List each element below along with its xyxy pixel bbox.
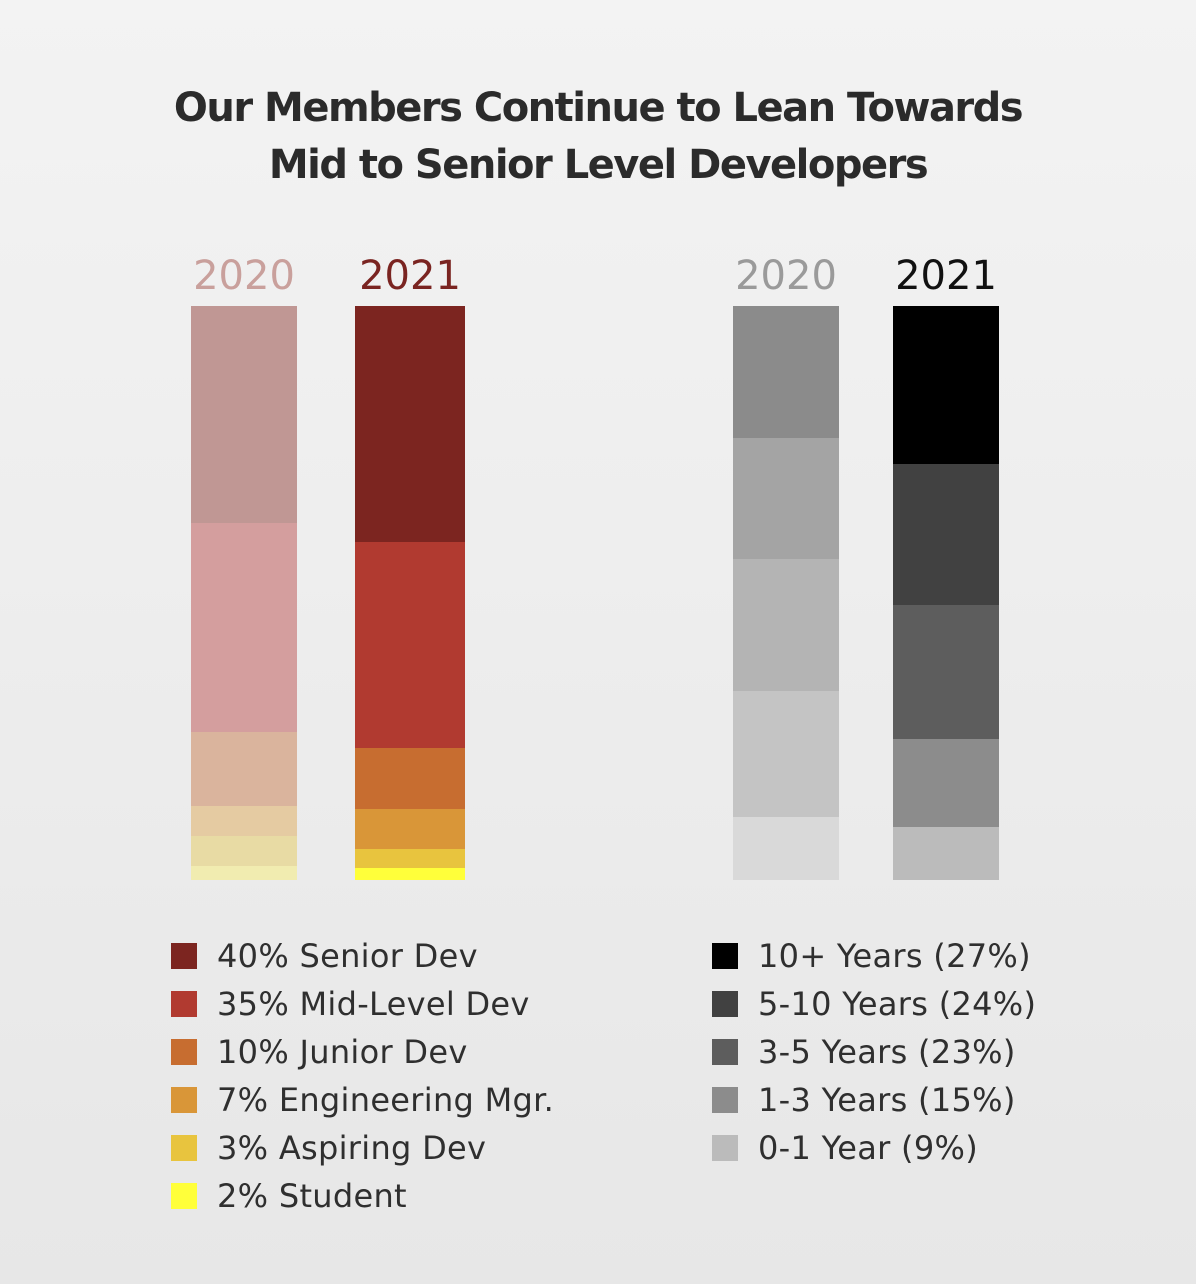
role-year-label-2020: 2020 bbox=[193, 253, 295, 299]
role-bar-2020-aspiring-dev bbox=[191, 836, 297, 866]
experience-bar-2021-5-10-years bbox=[893, 464, 999, 605]
role-legend-item: 2% Student bbox=[171, 1176, 407, 1216]
role-bar-2020-engineering-mgr bbox=[191, 806, 297, 836]
experience-bar-2020-10-years bbox=[733, 306, 839, 438]
experience-legend-item: 10+ Years (27%) bbox=[712, 936, 1031, 976]
experience-legend-item: 0-1 Year (9%) bbox=[712, 1128, 978, 1168]
experience-bar-2021-3-5-years bbox=[893, 605, 999, 739]
role-legend-swatch bbox=[171, 1039, 197, 1065]
role-bar-2021-senior-dev bbox=[355, 306, 465, 542]
role-legend-item: 35% Mid-Level Dev bbox=[171, 984, 530, 1024]
role-bar-2021-student bbox=[355, 868, 465, 880]
experience-bar-2021-10-years bbox=[893, 306, 999, 464]
experience-legend-label: 5-10 Years (24%) bbox=[758, 985, 1037, 1023]
experience-legend-label: 1-3 Years (15%) bbox=[758, 1081, 1016, 1119]
chart-title-line-1: Our Members Continue to Lean Towards bbox=[173, 85, 1024, 131]
experience-legend-item: 5-10 Years (24%) bbox=[712, 984, 1036, 1024]
experience-legend-label: 3-5 Years (23%) bbox=[758, 1033, 1016, 1071]
experience-bar-2021-0-1-year bbox=[893, 827, 999, 880]
experience-legend-swatch bbox=[712, 1087, 738, 1113]
role-legend-label: 35% Mid-Level Dev bbox=[217, 985, 530, 1023]
experience-legend-label: 10+ Years (27%) bbox=[758, 937, 1031, 975]
role-bar-2021-mid-level-dev bbox=[355, 542, 465, 748]
role-legend-label: 40% Senior Dev bbox=[217, 937, 478, 975]
role-bar-2020-senior-dev bbox=[191, 306, 297, 523]
experience-legend-item: 3-5 Years (23%) bbox=[712, 1032, 1016, 1072]
role-bar-2020-mid-level-dev bbox=[191, 523, 297, 732]
role-legend-label: 2% Student bbox=[217, 1177, 407, 1215]
chart-title-line-2: Mid to Senior Level Developers bbox=[268, 142, 929, 188]
role-legend-swatch bbox=[171, 1135, 197, 1161]
role-legend-label: 10% Junior Dev bbox=[217, 1033, 468, 1071]
role-bar-2020-junior-dev bbox=[191, 732, 297, 806]
role-legend-item: 3% Aspiring Dev bbox=[171, 1128, 486, 1168]
role-legend-item: 7% Engineering Mgr. bbox=[171, 1080, 554, 1120]
experience-legend-swatch bbox=[712, 991, 738, 1017]
role-legend-label: 7% Engineering Mgr. bbox=[217, 1081, 555, 1119]
role-year-label-2021: 2021 bbox=[359, 253, 461, 299]
role-legend-item: 10% Junior Dev bbox=[171, 1032, 468, 1072]
experience-legend-item: 1-3 Years (15%) bbox=[712, 1080, 1016, 1120]
role-bar-2021-junior-dev bbox=[355, 748, 465, 809]
experience-legend-label: 0-1 Year (9%) bbox=[758, 1129, 978, 1167]
experience-year-label-2021: 2021 bbox=[895, 253, 997, 299]
experience-bar-2021-1-3-years bbox=[893, 739, 999, 827]
experience-bar-2020-5-10-years bbox=[733, 438, 839, 559]
experience-bar-2020-0-1-year bbox=[733, 817, 839, 880]
role-bar-2021-aspiring-dev bbox=[355, 849, 465, 868]
role-legend-swatch bbox=[171, 943, 197, 969]
role-bar-2020-student bbox=[191, 866, 297, 880]
role-legend-swatch bbox=[171, 1183, 197, 1209]
role-legend-item: 40% Senior Dev bbox=[171, 936, 478, 976]
experience-legend-swatch bbox=[712, 1135, 738, 1161]
role-legend-label: 3% Aspiring Dev bbox=[217, 1129, 487, 1167]
role-bar-2021-engineering-mgr bbox=[355, 809, 465, 849]
role-legend-swatch bbox=[171, 991, 197, 1017]
experience-legend-swatch bbox=[712, 1039, 738, 1065]
experience-year-label-2020: 2020 bbox=[735, 253, 837, 299]
experience-bar-2020-1-3-years bbox=[733, 691, 839, 817]
role-legend-swatch bbox=[171, 1087, 197, 1113]
experience-legend-swatch bbox=[712, 943, 738, 969]
experience-bar-2020-3-5-years bbox=[733, 559, 839, 691]
